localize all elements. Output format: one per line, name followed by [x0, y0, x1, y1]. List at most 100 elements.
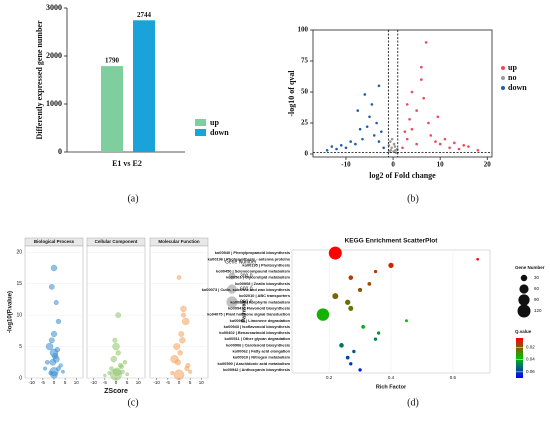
x-tick-label: 0.6	[450, 375, 457, 380]
data-point	[443, 137, 447, 141]
y-tick-label: 5	[19, 344, 22, 350]
data-point	[325, 148, 329, 152]
data-point	[107, 371, 112, 375]
data-point	[396, 147, 399, 151]
legend-swatch	[195, 119, 206, 126]
legend-label: down	[508, 83, 527, 92]
data-point	[462, 144, 466, 147]
color-tick-label: 0.04	[526, 357, 535, 362]
data-point	[358, 127, 362, 131]
data-point	[110, 356, 117, 363]
facet-title: Molecular Function	[158, 239, 200, 244]
bubble	[376, 331, 381, 335]
data-point	[354, 142, 357, 146]
data-point	[377, 84, 381, 88]
y-tick-label: ko00860 | Porphyrin metabolism	[230, 299, 290, 304]
data-point	[422, 96, 425, 100]
data-point	[115, 312, 122, 318]
y-tick-label: ko00906 | Carotenoid biosynthesis	[226, 342, 290, 347]
bubble	[358, 287, 363, 293]
data-point	[453, 141, 456, 145]
panel-label: (b)	[407, 193, 419, 204]
y-tick-label: 50	[301, 88, 309, 96]
y-tick-label: 3000	[46, 3, 62, 12]
x-tick-label: 0	[115, 380, 118, 385]
x-tick-label: 20	[484, 161, 492, 169]
legend-marker	[517, 304, 531, 318]
color-tick-label: 0.06	[526, 369, 535, 374]
data-point	[122, 360, 128, 365]
legend-label: no	[508, 73, 516, 82]
bubble	[373, 269, 378, 274]
bubble	[348, 275, 354, 280]
y-tick-label: 20	[16, 250, 22, 256]
legend-label: down	[210, 128, 229, 137]
legend-label: 600.0	[240, 286, 253, 292]
data-point	[457, 147, 461, 151]
data-point	[392, 142, 396, 146]
data-point	[330, 145, 334, 148]
x-tick-label: 5	[64, 380, 67, 385]
y-tick-label: 75	[301, 57, 309, 65]
color-bar	[516, 338, 523, 378]
data-point	[176, 275, 182, 280]
y-tick-label: 10	[16, 312, 22, 318]
legend-label: 120	[534, 308, 542, 313]
value-label: 1790	[105, 57, 120, 65]
data-point	[420, 65, 423, 69]
x-axis-label: log2 of Fold change	[369, 171, 436, 180]
x-tick-label: 0.4	[388, 375, 395, 380]
bubble	[358, 368, 362, 372]
x-tick-label: -5	[103, 380, 107, 385]
bubble	[339, 343, 344, 348]
legend-label: 30	[534, 275, 540, 280]
legend-marker	[501, 66, 505, 70]
panel-label: (c)	[127, 397, 138, 408]
legend-marker	[228, 272, 236, 280]
bubble	[476, 257, 479, 261]
data-point	[344, 146, 348, 150]
data-point	[380, 130, 383, 133]
x-axis-label: ZScore	[104, 388, 128, 395]
bubble	[345, 299, 351, 305]
x-tick-label: 0.2	[326, 375, 333, 380]
data-point	[49, 359, 57, 366]
data-point	[61, 369, 65, 374]
x-tick-label: 0	[178, 380, 181, 385]
y-tick-label: 0	[305, 150, 309, 158]
data-point	[54, 347, 60, 353]
bubble	[332, 293, 339, 300]
legend-marker	[501, 86, 505, 90]
x-tick-label: -10	[28, 380, 35, 385]
legend-label: 900.0	[240, 299, 253, 305]
data-point	[356, 109, 360, 112]
legend-label: 300.0	[240, 273, 253, 279]
data-point	[188, 369, 193, 374]
y-tick-label: 0	[19, 375, 22, 381]
y-tick-label: ko00195 | Photosynthesis	[242, 262, 290, 267]
value-label: 2744	[137, 11, 152, 19]
y-tick-label: ko00450 | Selenocompound metabolism	[216, 269, 290, 274]
data-point	[349, 140, 352, 143]
bubble	[352, 349, 356, 354]
bubble	[388, 262, 394, 269]
bar	[101, 66, 123, 152]
data-point	[415, 142, 418, 146]
y-tick-label: ko00402 | Benzoxazinoid biosynthesis	[219, 330, 290, 335]
data-point	[181, 312, 186, 318]
bubble	[348, 305, 354, 311]
x-tick-label: 5	[126, 380, 129, 385]
data-point	[339, 144, 343, 147]
facet-frame	[86, 245, 146, 379]
data-point	[401, 146, 404, 150]
y-axis-label: Differently expressed gene number	[35, 20, 44, 139]
y-tick-label: 15	[16, 281, 22, 287]
legend-label: 90	[534, 297, 540, 302]
data-point	[410, 90, 414, 94]
legend-marker	[518, 294, 530, 306]
legend-marker	[501, 76, 505, 80]
data-point	[363, 93, 367, 96]
data-point	[467, 145, 470, 148]
data-point	[410, 127, 414, 131]
legend-marker	[226, 296, 238, 308]
